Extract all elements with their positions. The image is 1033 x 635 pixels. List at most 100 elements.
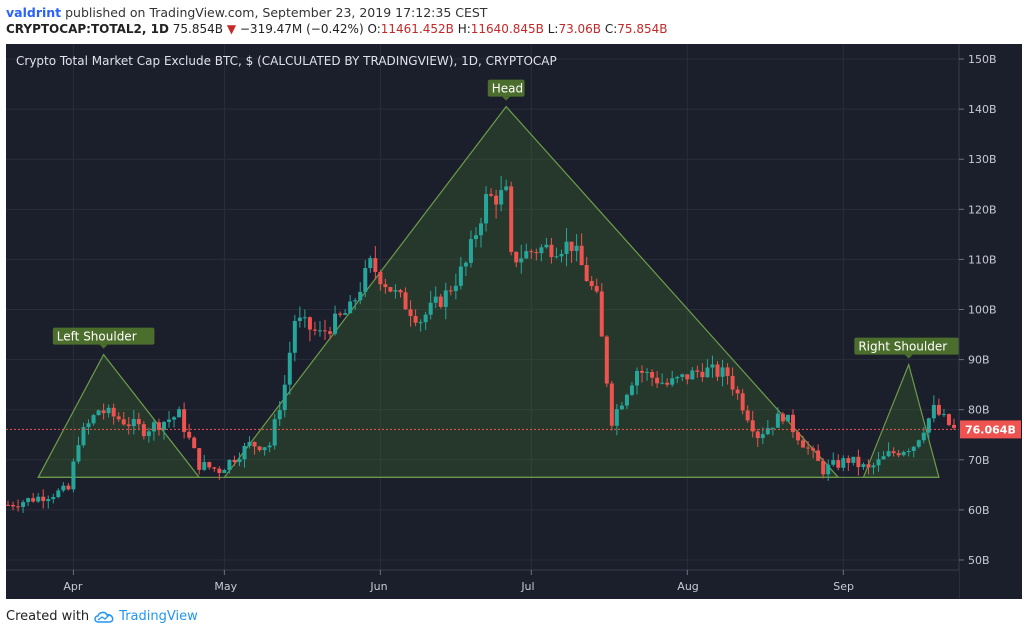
- candle: [765, 420, 770, 436]
- candle-body: [584, 265, 589, 281]
- candle-body: [534, 252, 539, 254]
- candle: [438, 293, 443, 309]
- candle: [599, 283, 604, 337]
- candle-body: [916, 440, 921, 447]
- candle-body: [252, 441, 257, 447]
- close-value: 75.854B: [617, 22, 668, 36]
- candle-body: [624, 394, 629, 406]
- candle: [307, 316, 312, 342]
- candle: [287, 341, 292, 395]
- candle-body: [177, 409, 182, 418]
- candle: [539, 244, 544, 262]
- candle: [941, 408, 946, 418]
- candle-body: [368, 258, 373, 269]
- candle-body: [780, 413, 785, 422]
- candle: [423, 311, 428, 330]
- candle: [579, 233, 584, 266]
- candle: [790, 409, 795, 438]
- open-label: O:: [367, 22, 381, 36]
- candle-body: [851, 456, 856, 463]
- candle: [936, 398, 941, 417]
- candle-body: [876, 459, 881, 466]
- candle-body: [866, 464, 871, 468]
- candle-body: [775, 413, 780, 428]
- candle-body: [146, 431, 151, 437]
- candle: [242, 442, 247, 468]
- candle: [202, 454, 207, 472]
- pattern-label: Left Shoulder: [52, 327, 155, 349]
- time-tick-label: Sep: [833, 580, 854, 593]
- candle: [851, 456, 856, 466]
- author-link[interactable]: valdrint: [6, 5, 62, 20]
- price-axis[interactable]: 50B 60B 70B 80B 90B 100B 110B 120B 130B 140B 150B: [959, 53, 997, 567]
- candle: [31, 492, 36, 503]
- candle: [796, 429, 801, 445]
- created-with-text: Created with: [6, 609, 90, 624]
- candle-body: [26, 498, 31, 503]
- candle-body: [750, 420, 755, 432]
- candle: [861, 462, 866, 471]
- price-tick-label: 120B: [968, 203, 997, 216]
- candle: [931, 395, 936, 423]
- candle: [710, 355, 715, 378]
- price-tick-label: 150B: [968, 53, 997, 66]
- price-chart[interactable]: Left Shoulder Head Right Shoulder 50B 60B 70…: [6, 44, 1022, 599]
- pattern-label-pointer: [99, 344, 108, 349]
- candle: [645, 368, 650, 381]
- time-axis[interactable]: Apr May Jun Jul Aug Sep: [63, 570, 854, 593]
- candle-body: [182, 409, 187, 432]
- candle-body: [509, 186, 514, 252]
- candle: [232, 455, 237, 466]
- candle-body: [297, 317, 302, 321]
- candle: [504, 179, 509, 192]
- candle-body: [151, 422, 156, 432]
- candle-body: [6, 504, 10, 506]
- pattern-label-bg: [487, 79, 525, 97]
- candle-body: [574, 245, 579, 251]
- candle: [317, 321, 322, 337]
- candle-body: [715, 364, 720, 377]
- head-and-shoulders-pattern: [37, 105, 940, 478]
- candle-body: [61, 485, 66, 491]
- published-text: published on TradingView.com, September …: [65, 5, 488, 20]
- candle-body: [801, 440, 806, 448]
- candle: [81, 422, 86, 448]
- candle: [735, 385, 740, 400]
- current-price-tag-bg: [960, 420, 1021, 439]
- candle-body: [806, 447, 811, 449]
- candle-body: [821, 460, 826, 475]
- candle-body: [36, 496, 41, 502]
- candle: [282, 375, 287, 418]
- candle-body: [655, 377, 660, 384]
- candle-body: [272, 419, 277, 446]
- tradingview-cloud-icon: [94, 611, 114, 623]
- candle: [167, 411, 172, 428]
- candle-body: [121, 419, 126, 425]
- candle: [257, 445, 262, 452]
- candle: [519, 244, 524, 274]
- candle: [952, 418, 956, 430]
- candle-body: [514, 251, 519, 263]
- candle-body: [881, 456, 886, 460]
- tradingview-brand-link[interactable]: TradingView: [119, 609, 198, 624]
- candle-body: [685, 374, 690, 380]
- candle-body: [695, 370, 700, 372]
- candle: [111, 403, 116, 425]
- current-price-tag-text: 76.064B: [965, 423, 1016, 436]
- price-tick-label: 130B: [968, 153, 997, 166]
- candle-body: [841, 458, 846, 468]
- candle-body: [796, 432, 801, 441]
- candle: [891, 447, 896, 457]
- candle-body: [398, 290, 403, 293]
- candle: [182, 402, 187, 439]
- candle-body: [358, 291, 363, 301]
- candle: [353, 297, 358, 310]
- candle: [901, 450, 906, 457]
- candle-body: [388, 287, 393, 292]
- candle: [101, 403, 106, 420]
- chart-area[interactable]: Left Shoulder Head Right Shoulder 50B 60B 70…: [6, 44, 1022, 599]
- candle: [760, 427, 765, 445]
- candle: [499, 175, 504, 212]
- candle-body: [765, 428, 770, 435]
- candle-body: [479, 223, 483, 236]
